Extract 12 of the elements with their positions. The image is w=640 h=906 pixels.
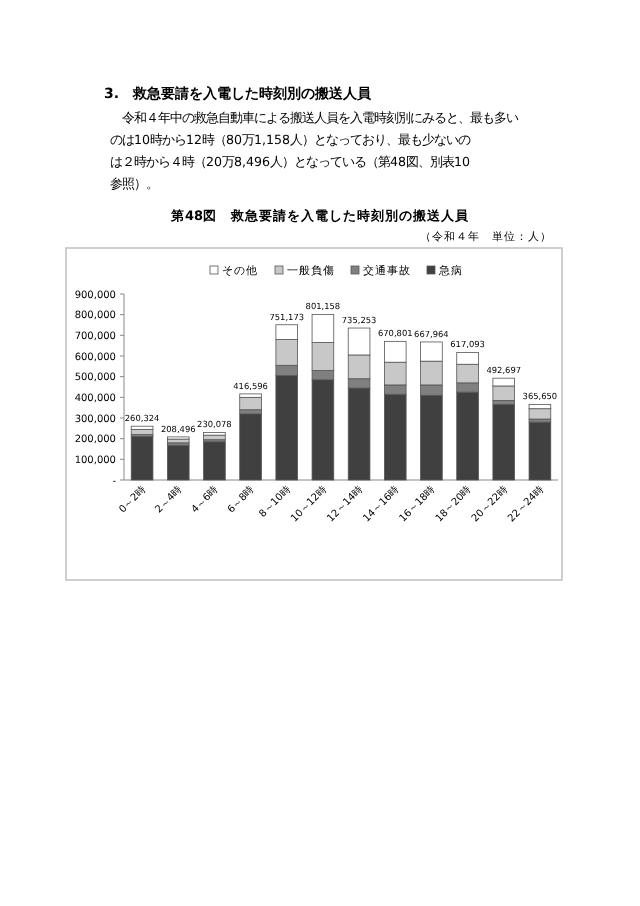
bar bbox=[492, 385, 515, 401]
bar bbox=[239, 396, 262, 411]
bar bbox=[239, 413, 262, 481]
bar bbox=[347, 387, 371, 481]
bar bbox=[311, 379, 335, 481]
bar bbox=[456, 391, 479, 481]
bar bbox=[420, 394, 443, 481]
bar bbox=[167, 444, 190, 481]
bar bbox=[384, 393, 407, 481]
bar bbox=[492, 404, 515, 481]
bar bbox=[130, 436, 154, 481]
bar bbox=[203, 441, 226, 481]
